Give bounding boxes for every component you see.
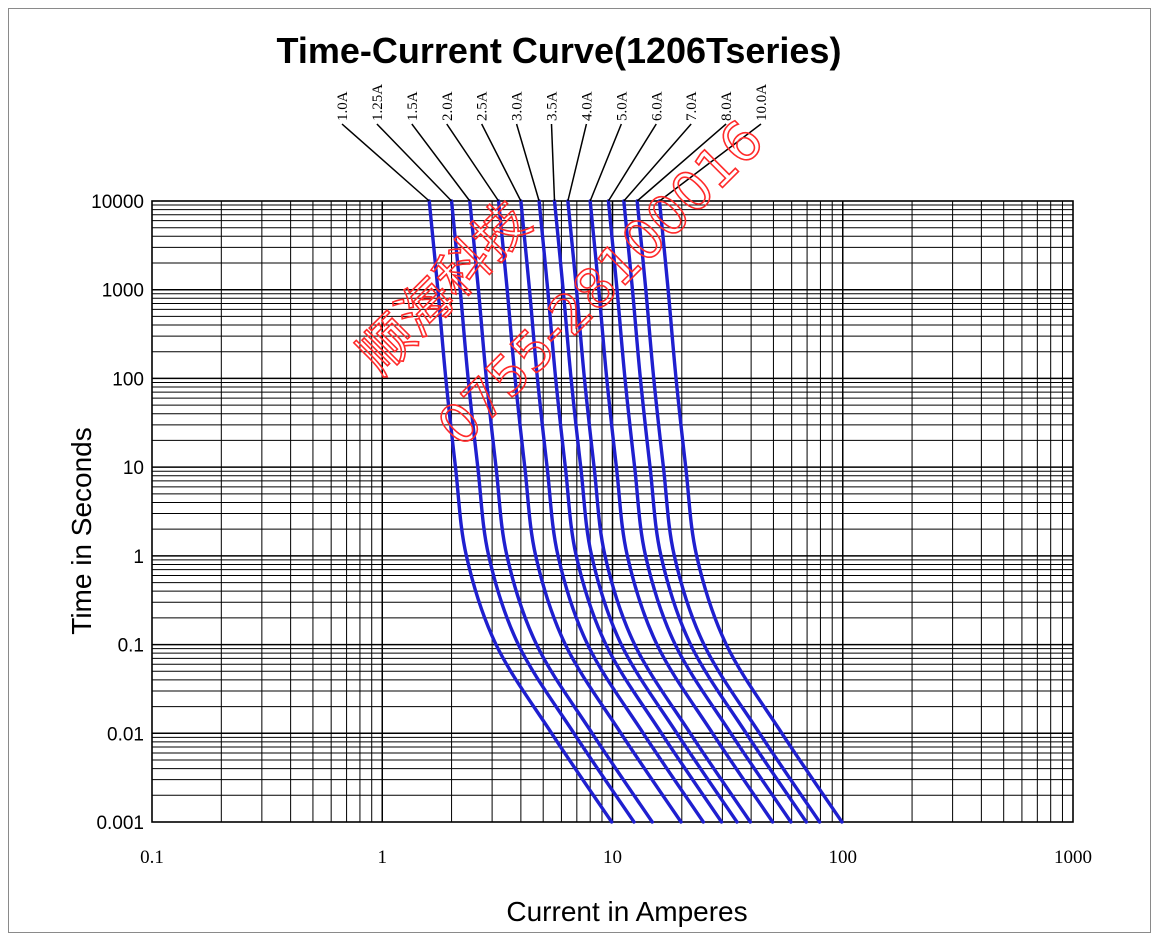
rating-leader-line bbox=[567, 123, 588, 202]
time-current-chart: Time-Current Curve(1206Tseries) 1.0A 1.25… bbox=[66, 30, 1092, 927]
x-tick-labels: 0.1 1 10 100 1000 bbox=[140, 847, 1092, 868]
rating-leader-line bbox=[636, 123, 727, 202]
x-tick-label: 0.1 bbox=[140, 847, 164, 868]
curve-2.5A bbox=[519, 199, 706, 824]
rating-leader-line bbox=[589, 123, 623, 202]
rating-label: 2.5A bbox=[475, 91, 491, 121]
curve-7.0A bbox=[622, 199, 808, 824]
curve-series bbox=[427, 199, 844, 824]
x-tick-label: 10 bbox=[603, 847, 622, 868]
y-tick-label: 0.1 bbox=[118, 636, 144, 657]
rating-leader-line bbox=[659, 123, 762, 202]
rating-labels: 1.0A 1.25A 1.5A 2.0A 2.5A 3.0A 3.5A 4.0A 5.0A 6.0… bbox=[335, 84, 770, 202]
rating-label: 4.0A bbox=[579, 91, 595, 121]
rating-label: 10.0A bbox=[754, 84, 770, 121]
rating-label: 1.5A bbox=[405, 91, 421, 121]
rating-leader-line bbox=[376, 123, 453, 202]
curve-8.0A bbox=[635, 199, 822, 824]
curve-1.0A bbox=[427, 199, 614, 824]
rating-label: 3.5A bbox=[545, 91, 561, 121]
curve-4.0A bbox=[566, 199, 753, 824]
rating-label: 5.0A bbox=[614, 91, 630, 121]
rating-leader-line bbox=[623, 123, 692, 202]
chart-title: Time-Current Curve(1206Tseries) bbox=[277, 30, 842, 71]
curve-5.0A bbox=[588, 199, 775, 824]
plot-grid bbox=[151, 200, 1074, 823]
curve-3.0A bbox=[537, 199, 724, 824]
rating-label: 8.0A bbox=[719, 91, 735, 121]
curve-10.0A bbox=[657, 199, 844, 824]
x-tick-label: 1 bbox=[378, 847, 388, 868]
curve-2.0A bbox=[496, 199, 683, 824]
rating-leader-line bbox=[446, 123, 500, 202]
curve-1.25A bbox=[449, 199, 636, 824]
rating-leader-line bbox=[480, 123, 522, 202]
y-tick-label: 0.01 bbox=[107, 724, 144, 745]
rating-leader-line bbox=[411, 123, 471, 202]
curve-3.5A bbox=[552, 199, 739, 824]
rating-leader-line bbox=[341, 123, 430, 202]
rating-label: 7.0A bbox=[684, 91, 700, 121]
y-tick-label: 10000 bbox=[91, 192, 144, 213]
watermark: 顺海科技 0755-28100016 bbox=[345, 108, 776, 459]
rating-label: 1.0A bbox=[335, 91, 351, 121]
chart-frame: Time-Current Curve(1206Tseries) 1.0A 1.25… bbox=[8, 8, 1151, 933]
rating-label: 2.0A bbox=[440, 91, 456, 121]
y-tick-label: 1000 bbox=[102, 281, 144, 302]
rating-leader-line bbox=[515, 123, 540, 202]
y-tick-label: 100 bbox=[112, 369, 144, 390]
rating-leader-line bbox=[607, 123, 657, 202]
x-tick-label: 1000 bbox=[1054, 847, 1092, 868]
rating-leader-line bbox=[550, 123, 556, 202]
curve-1.5A bbox=[468, 199, 654, 824]
rating-label: 6.0A bbox=[649, 91, 665, 121]
y-axis-title: Time in Seconds bbox=[66, 427, 97, 635]
y-tick-label: 10 bbox=[123, 458, 144, 479]
x-tick-label: 100 bbox=[829, 847, 858, 868]
rating-label: 3.0A bbox=[510, 91, 526, 121]
y-tick-labels: 10000 1000 100 10 1 0.1 0.01 0.001 bbox=[91, 192, 144, 834]
y-tick-label: 1 bbox=[133, 547, 144, 568]
curve-6.0A bbox=[606, 199, 793, 824]
rating-label: 1.25A bbox=[370, 84, 386, 121]
y-tick-label: 0.001 bbox=[96, 813, 144, 834]
x-axis-title: Current in Amperes bbox=[506, 896, 747, 927]
